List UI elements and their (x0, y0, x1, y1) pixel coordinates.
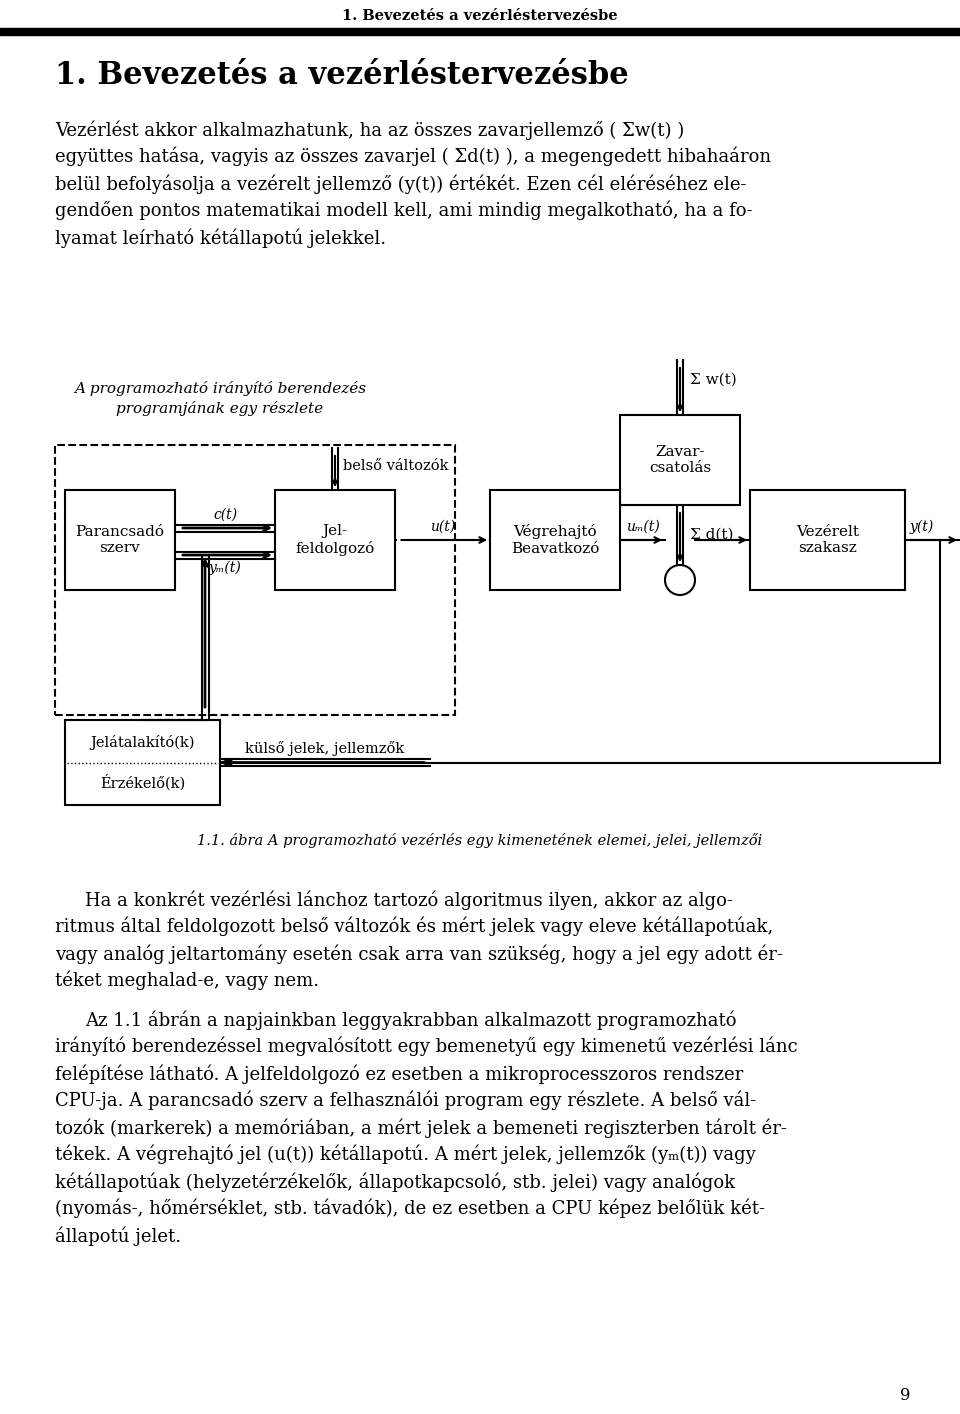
Text: Jelátalakító(k): Jelátalakító(k) (90, 735, 195, 751)
Text: lyamat leírható kétállapotú jelekkel.: lyamat leírható kétállapotú jelekkel. (55, 228, 386, 247)
Text: vagy analóg jeltartomány esetén csak arra van szükség, hogy a jel egy adott ér-: vagy analóg jeltartomány esetén csak arr… (55, 945, 782, 963)
Text: tékek. A végrehajtó jel (u(t)) kétállapotú. A mért jelek, jellemzők (yₘ(t)) vagy: tékek. A végrehajtó jel (u(t)) kétállapo… (55, 1145, 756, 1165)
Text: kétállapotúak (helyzetérzékelők, állapotkapcsoló, stb. jelei) vagy analógok: kétállapotúak (helyzetérzékelők, állapot… (55, 1172, 735, 1192)
Bar (55, 445, 455, 715)
Text: gendően pontos matematikai modell kell, ami mindig megalkotható, ha a fo-: gendően pontos matematikai modell kell, … (55, 201, 753, 221)
Text: tozók (markerek) a memóriában, a mért jelek a bemeneti regiszterben tárolt ér-: tozók (markerek) a memóriában, a mért je… (55, 1118, 787, 1137)
Text: 1. Bevezetés a vezérléstervezésbe: 1. Bevezetés a vezérléstervezésbe (55, 59, 629, 90)
Text: 9: 9 (900, 1387, 910, 1404)
Text: ritmus által feldolgozott belső változók és mért jelek vagy eleve kétállapotúak,: ritmus által feldolgozott belső változók… (55, 918, 773, 936)
Text: yₘ(t): yₘ(t) (208, 561, 241, 575)
Text: (nyomás-, hőmérséklet, stb. távadók), de ez esetben a CPU képez belőlük két-: (nyomás-, hőmérséklet, stb. távadók), de… (55, 1199, 765, 1219)
Bar (65, 491, 175, 590)
Text: A programozható irányító berendezés: A programozható irányító berendezés (74, 380, 366, 396)
Text: Parancsadó
szerv: Parancsadó szerv (76, 525, 164, 556)
Circle shape (665, 566, 695, 595)
Text: u(t): u(t) (430, 520, 455, 534)
Text: Vezérelt
szakasz: Vezérelt szakasz (796, 525, 859, 556)
Text: téket meghalad-e, vagy nem.: téket meghalad-e, vagy nem. (55, 971, 319, 990)
Text: Σ w(t): Σ w(t) (690, 373, 736, 387)
Text: 1. Bevezetés a vezérléstervezésbe: 1. Bevezetés a vezérléstervezésbe (342, 8, 618, 23)
Text: együttes hatása, vagyis az összes zavarjel ( Σd(t) ), a megengedett hibahaáron: együttes hatása, vagyis az összes zavarj… (55, 147, 771, 167)
Text: uₘ(t): uₘ(t) (626, 520, 660, 534)
Text: Zavar-
csatolás: Zavar- csatolás (649, 445, 711, 475)
Text: CPU-ja. A parancsadó szerv a felhasználói program egy részlete. A belső vál-: CPU-ja. A parancsadó szerv a felhasználó… (55, 1092, 756, 1110)
Text: Vezérlést akkor alkalmazhatunk, ha az összes zavarjellemző ( Σw(t) ): Vezérlést akkor alkalmazhatunk, ha az ös… (55, 120, 684, 140)
Bar (490, 491, 620, 590)
Text: külső jelek, jellemzők: külső jelek, jellemzők (246, 741, 404, 756)
Text: Σ d(t): Σ d(t) (690, 527, 733, 542)
Text: c(t): c(t) (213, 508, 237, 522)
Bar (275, 491, 395, 590)
Text: Végrehajtó
Beavatkozó: Végrehajtó Beavatkozó (511, 525, 599, 556)
Text: belső változók: belső változók (343, 460, 448, 474)
Text: Érzékelő(k): Érzékelő(k) (100, 773, 185, 790)
Text: Ha a konkrét vezérlési lánchoz tartozó algoritmus ilyen, akkor az algo-: Ha a konkrét vezérlési lánchoz tartozó a… (85, 889, 732, 909)
Bar (65, 720, 220, 805)
Text: állapotú jelet.: állapotú jelet. (55, 1226, 181, 1246)
Text: felépítése látható. A jelfeldolgozó ez esetben a mikroprocesszoros rendszer: felépítése látható. A jelfeldolgozó ez e… (55, 1063, 743, 1083)
Text: programjának egy részlete: programjának egy részlete (116, 400, 324, 416)
Text: Az 1.1 ábrán a napjainkban leggyakrabban alkalmazott programozható: Az 1.1 ábrán a napjainkban leggyakrabban… (85, 1010, 736, 1029)
Bar (750, 491, 905, 590)
Bar (620, 414, 740, 505)
Text: belül befolyásolja a vezérelt jellemző (y(t)) értékét. Ezen cél eléréséhez ele-: belül befolyásolja a vezérelt jellemző (… (55, 174, 747, 194)
Text: 1.1. ábra A programozható vezérlés egy kimenetének elemei, jelei, jellemzői: 1.1. ábra A programozható vezérlés egy k… (198, 833, 762, 847)
Text: irányító berendezéssel megvalósított egy bemenetyű egy kimenetű vezérlési lánc: irányító berendezéssel megvalósított egy… (55, 1036, 798, 1056)
Text: Jel-
feldolgozó: Jel- feldolgozó (296, 525, 374, 556)
Text: y(t): y(t) (910, 520, 934, 534)
